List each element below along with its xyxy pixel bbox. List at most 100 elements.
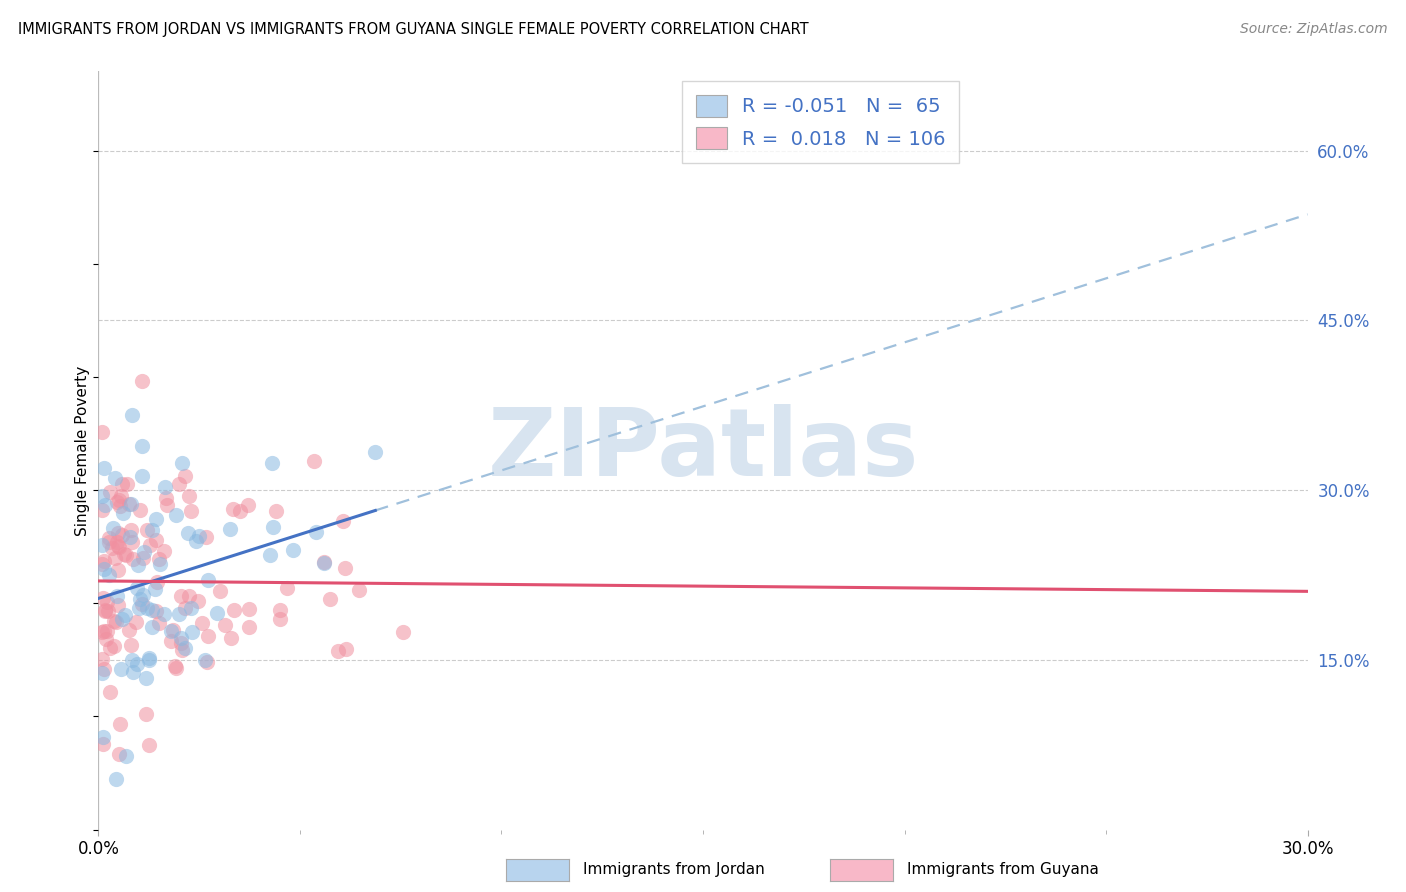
Point <box>120 524 142 538</box>
Point <box>129 591 152 606</box>
Y-axis label: Single Female Poverty: Single Female Poverty <box>75 366 90 535</box>
Point <box>138 650 160 665</box>
Point <box>159 634 181 648</box>
Point <box>364 444 387 458</box>
Point <box>94 498 117 512</box>
Point <box>108 717 131 731</box>
Point <box>314 556 336 570</box>
Point <box>155 498 177 512</box>
Point <box>262 520 284 534</box>
Point <box>101 520 124 534</box>
Point <box>259 548 281 562</box>
Point <box>112 506 135 520</box>
Point <box>131 374 153 388</box>
Point <box>139 537 162 551</box>
Point <box>91 503 114 517</box>
Point <box>91 591 114 605</box>
Point <box>121 653 143 667</box>
Point <box>264 503 287 517</box>
Point <box>115 549 138 563</box>
Point <box>121 535 143 549</box>
Point <box>188 529 211 543</box>
Point <box>110 489 132 503</box>
Point <box>120 638 142 652</box>
Point <box>93 624 115 639</box>
Point <box>127 558 149 572</box>
Point <box>98 484 121 499</box>
Point <box>107 526 129 541</box>
Point <box>135 706 157 721</box>
Point <box>105 615 128 630</box>
Point <box>104 471 127 485</box>
Point <box>170 456 193 470</box>
Point <box>112 547 135 561</box>
Point <box>125 657 148 671</box>
Point <box>128 601 150 615</box>
Point <box>146 574 169 589</box>
Point <box>91 558 114 572</box>
Point <box>118 530 141 544</box>
Point <box>91 624 114 639</box>
Point <box>91 652 114 666</box>
Point <box>276 581 298 595</box>
Point <box>122 665 145 679</box>
Point <box>122 551 145 566</box>
Text: IMMIGRANTS FROM JORDAN VS IMMIGRANTS FROM GUYANA SINGLE FEMALE POVERTY CORRELATI: IMMIGRANTS FROM JORDAN VS IMMIGRANTS FRO… <box>18 22 808 37</box>
Point <box>121 408 143 422</box>
Point <box>91 737 114 751</box>
Point <box>170 636 193 650</box>
Point <box>138 653 160 667</box>
Point <box>177 489 200 503</box>
Point <box>134 545 156 559</box>
Point <box>101 541 124 556</box>
Point <box>162 623 184 637</box>
Point <box>91 666 114 681</box>
Point <box>107 563 129 577</box>
Point <box>170 632 193 646</box>
Point <box>91 538 114 552</box>
Point <box>131 469 153 483</box>
Point <box>228 504 250 518</box>
Point <box>152 607 174 621</box>
Point <box>219 522 242 536</box>
Point <box>93 603 115 617</box>
Point <box>97 604 120 618</box>
Point <box>180 504 202 518</box>
Point <box>314 555 336 569</box>
Point <box>163 659 186 673</box>
Point <box>238 601 260 615</box>
Point <box>131 597 153 611</box>
Point <box>121 497 143 511</box>
Point <box>107 589 129 603</box>
Legend: R = -0.051   N =  65, R =  0.018   N = 106: R = -0.051 N = 65, R = 0.018 N = 106 <box>682 81 959 163</box>
Point <box>98 531 121 545</box>
Point <box>93 461 115 475</box>
Point <box>141 620 163 634</box>
Point <box>194 530 217 544</box>
Point <box>222 501 245 516</box>
Point <box>180 600 202 615</box>
Point <box>91 490 114 504</box>
Text: Immigrants from Guyana: Immigrants from Guyana <box>907 863 1098 877</box>
Point <box>167 476 190 491</box>
Point <box>98 685 121 699</box>
Point <box>170 589 193 603</box>
Point <box>160 624 183 639</box>
Point <box>180 624 202 639</box>
Point <box>103 640 125 654</box>
Point <box>186 534 208 549</box>
Point <box>105 494 128 508</box>
Text: Source: ZipAtlas.com: Source: ZipAtlas.com <box>1240 22 1388 37</box>
Point <box>145 604 167 618</box>
Point <box>98 535 121 549</box>
Text: ZIPatlas: ZIPatlas <box>488 404 918 497</box>
Point <box>269 603 291 617</box>
Point <box>132 588 155 602</box>
Text: Immigrants from Jordan: Immigrants from Jordan <box>583 863 765 877</box>
Point <box>108 499 131 513</box>
Point <box>148 615 170 630</box>
Point <box>319 592 342 607</box>
Point <box>136 601 159 615</box>
Point <box>93 730 115 744</box>
Point <box>104 772 127 787</box>
